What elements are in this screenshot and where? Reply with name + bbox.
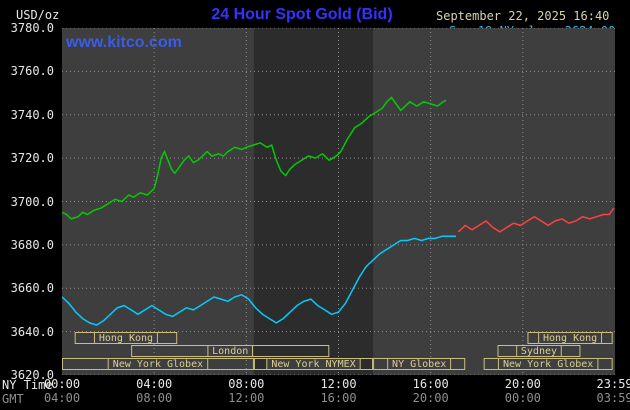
session-label: Hong Kong [99, 333, 153, 344]
series-line-0 [62, 235, 456, 326]
x-tick-ny: 04:00 [136, 377, 173, 391]
x-tick-gmt: 12:00 [228, 391, 265, 405]
y-axis: 3780.0 3760.0 3740.0 3720.0 3700.0 3680.0 3660… [0, 22, 58, 381]
session-label: New York Globex [113, 359, 203, 370]
x-tick-ny: 23:59 [596, 377, 630, 391]
y-tick-label: 3740.0 [10, 107, 54, 122]
y-tick-label: 3780.0 [10, 21, 54, 35]
plot-area: Hong Kong Hong Kong London Sydney New York G… [62, 28, 615, 375]
session-label-box [266, 358, 361, 370]
session-label: Sydney [521, 346, 557, 357]
session-label: London [212, 346, 248, 357]
x-axis-ny-time: 00:00 04:00 08:00 12:00 16:00 20:00 23:59 [0, 378, 630, 390]
y-tick-label: 3720.0 [10, 151, 54, 166]
y-tick-label: 3760.0 [10, 64, 54, 79]
y-tick-label: 3640.0 [10, 324, 54, 339]
session-label: New York NYMEX [271, 359, 355, 370]
x-tick-gmt: 04:00 [43, 391, 81, 405]
session-label-box [107, 358, 209, 370]
x-tick-ny: 00:00 [43, 377, 81, 391]
y-tick-label: 3620.0 [10, 368, 54, 382]
x-tick-ny: 12:00 [320, 377, 357, 391]
x-tick-ny: 20:00 [504, 377, 541, 391]
x-tick-gmt: 16:00 [320, 391, 357, 405]
session-label: NY Globex [392, 359, 446, 370]
y-tick-label: 3680.0 [10, 237, 54, 252]
y-axis-units-label: USD/oz [16, 8, 60, 22]
session-label-box [497, 358, 599, 370]
chart-canvas: Hong Kong Hong Kong London Sydney New York G… [62, 28, 615, 375]
x-tick-gmt: 00:00 [504, 391, 541, 405]
session-label-box [516, 345, 562, 357]
session-label-box [538, 332, 603, 344]
x-tick-gmt: 20:00 [412, 391, 449, 405]
nymex-session-shade [253, 28, 374, 375]
series-line-1 [457, 207, 615, 233]
session-label-box [207, 345, 254, 357]
session-label-box [387, 358, 452, 370]
x-tick-ny: 08:00 [228, 377, 265, 391]
session-label: New York Globex [503, 359, 593, 370]
chart-datetime: September 22, 2025 16:40 [436, 9, 610, 23]
y-tick-label: 3700.0 [10, 194, 54, 209]
ny-time-label: NY Time [2, 378, 53, 392]
session-label: Hong Kong [543, 333, 597, 344]
x-tick-gmt: 03:59 [596, 391, 630, 405]
x-tick-ny: 16:00 [412, 377, 449, 391]
x-tick-gmt: 08:00 [136, 391, 173, 405]
series-line-2 [62, 96, 447, 220]
chart-title: 24 Hour Spot Gold (Bid) [211, 6, 393, 23]
gmt-label: GMT [2, 392, 24, 406]
x-axis-gmt: 04:00 08:00 12:00 16:00 20:00 00:00 03:59 [0, 392, 630, 404]
session-label-box [93, 332, 158, 344]
kitco-watermark: www.kitco.com [66, 34, 182, 51]
y-tick-label: 3660.0 [10, 281, 54, 296]
